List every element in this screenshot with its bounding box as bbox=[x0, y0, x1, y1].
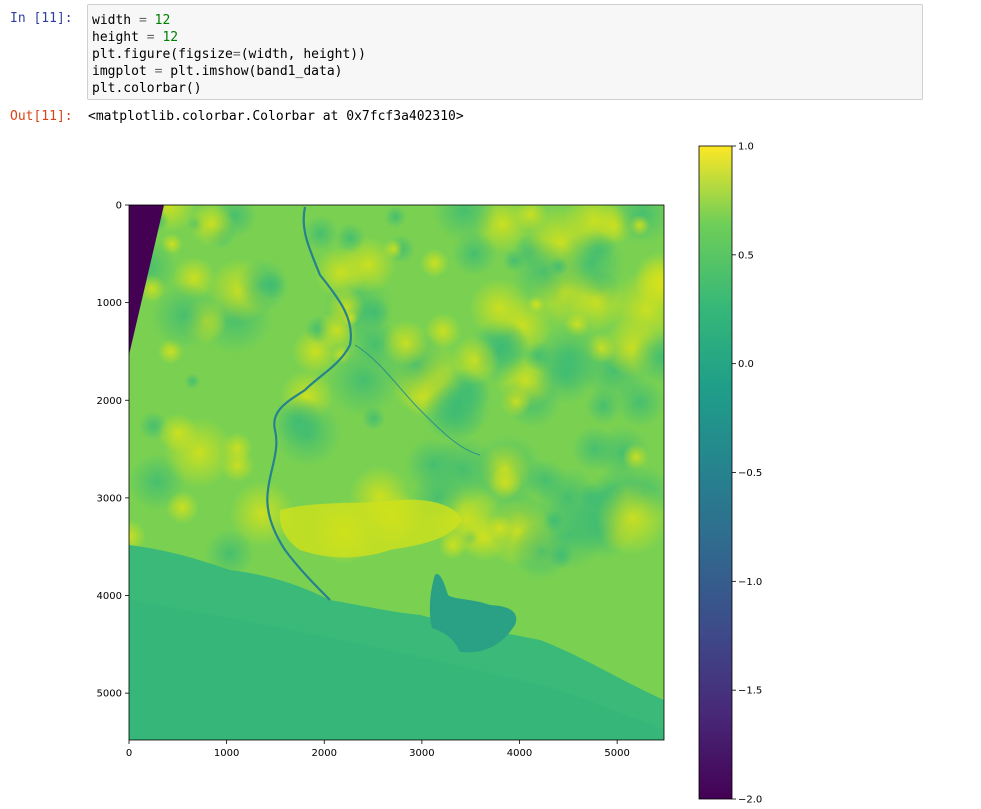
lagoon bbox=[429, 574, 517, 653]
river bbox=[266, 206, 353, 601]
texture-blob bbox=[428, 435, 498, 505]
x-tick-label: 0 bbox=[126, 748, 132, 759]
colorbar-tick-label: −1.5 bbox=[738, 686, 762, 697]
axes-frame bbox=[128, 204, 665, 741]
texture-blob bbox=[157, 413, 199, 454]
y-tick-label: 5000 bbox=[97, 689, 122, 700]
x-tick-label: 3000 bbox=[409, 748, 434, 759]
y-tick-label: 0 bbox=[116, 201, 122, 212]
x-axis-ticks: 0 1000 2000 3000 4000 5000 bbox=[126, 740, 630, 759]
texture-blob bbox=[335, 222, 366, 253]
texture-blob bbox=[273, 398, 342, 468]
y-tick-label: 1000 bbox=[97, 298, 122, 309]
texture-blob bbox=[359, 296, 391, 329]
y-axis-ticks: 0 1000 2000 3000 4000 5000 bbox=[97, 201, 129, 700]
texture-blob bbox=[571, 426, 618, 473]
texture-blob bbox=[420, 248, 449, 278]
texture-blob bbox=[500, 386, 532, 417]
texture-blob bbox=[382, 320, 429, 367]
texture-blob bbox=[577, 483, 607, 513]
texture-blob bbox=[423, 382, 485, 444]
colorbar-tick-label: −0.5 bbox=[738, 468, 762, 479]
texture-blob bbox=[166, 491, 199, 524]
colorbar-tick-label: −1.0 bbox=[738, 577, 762, 588]
texture-blob bbox=[629, 215, 651, 236]
code-line: width = 12 bbox=[92, 13, 171, 28]
texture-blob bbox=[221, 432, 253, 464]
texture-blob bbox=[384, 205, 407, 229]
code-line: imgplot = plt.imshow(band1_data) bbox=[92, 64, 343, 79]
code-line: plt.figure(figsize=(width, height)) bbox=[92, 47, 366, 62]
output-prompt: Out[11]: bbox=[10, 109, 73, 124]
colorbar bbox=[699, 146, 732, 799]
texture-blob bbox=[184, 373, 201, 390]
x-tick-label: 4000 bbox=[507, 748, 532, 759]
code-editor[interactable]: width = 12 height = 12 plt.figure(figsiz… bbox=[88, 5, 922, 97]
texture-blob bbox=[622, 443, 650, 471]
texture-blob bbox=[189, 205, 235, 247]
x-tick-label: 1000 bbox=[214, 748, 239, 759]
sea-area-deep bbox=[129, 600, 664, 740]
texture-blob bbox=[129, 519, 146, 554]
no-data-wedge bbox=[129, 205, 164, 355]
texture-blob bbox=[533, 341, 598, 405]
texture-blob bbox=[317, 310, 358, 350]
colorbar-ticks: 1.0 0.5 0.0 −0.5 −1.0 −1.5 −2.0 bbox=[732, 142, 762, 806]
texture-blob bbox=[512, 239, 577, 305]
texture-blob bbox=[150, 282, 218, 350]
texture-blob bbox=[229, 481, 295, 547]
y-tick-label: 2000 bbox=[97, 396, 122, 407]
texture-blob bbox=[469, 278, 529, 338]
code-line: height = 12 bbox=[92, 30, 179, 45]
code-cell-input[interactable]: width = 12 height = 12 plt.figure(figsiz… bbox=[87, 4, 923, 100]
texture-blob bbox=[438, 531, 467, 560]
y-tick-label: 3000 bbox=[97, 493, 122, 504]
texture-blob bbox=[608, 271, 664, 348]
x-tick-label: 5000 bbox=[604, 748, 629, 759]
texture-blob bbox=[595, 481, 664, 555]
texture-blob bbox=[511, 521, 571, 581]
bright-region bbox=[279, 499, 462, 558]
code-line: plt.colorbar() bbox=[92, 81, 202, 96]
output-text: <matplotlib.colorbar.Colorbar at 0x7fcf3… bbox=[88, 109, 464, 124]
y-tick-label: 4000 bbox=[97, 591, 122, 602]
tributary bbox=[354, 344, 481, 456]
texture-blob bbox=[383, 238, 404, 259]
colorbar-tick-label: 0.0 bbox=[738, 359, 754, 370]
colorbar-tick-label: 1.0 bbox=[738, 142, 754, 153]
raster-image bbox=[129, 205, 664, 740]
texture-blob bbox=[614, 376, 664, 428]
colorbar-tick-label: −2.0 bbox=[738, 795, 762, 806]
colorbar-tick-label: 0.5 bbox=[738, 250, 754, 261]
x-tick-label: 2000 bbox=[312, 748, 337, 759]
texture-blob bbox=[584, 387, 623, 425]
input-prompt: In [11]: bbox=[10, 11, 73, 26]
texture-blob bbox=[314, 246, 367, 299]
texture-blob bbox=[302, 215, 339, 252]
texture-blob bbox=[536, 466, 599, 529]
texture-blob bbox=[236, 258, 290, 312]
texture-blob bbox=[431, 205, 497, 244]
